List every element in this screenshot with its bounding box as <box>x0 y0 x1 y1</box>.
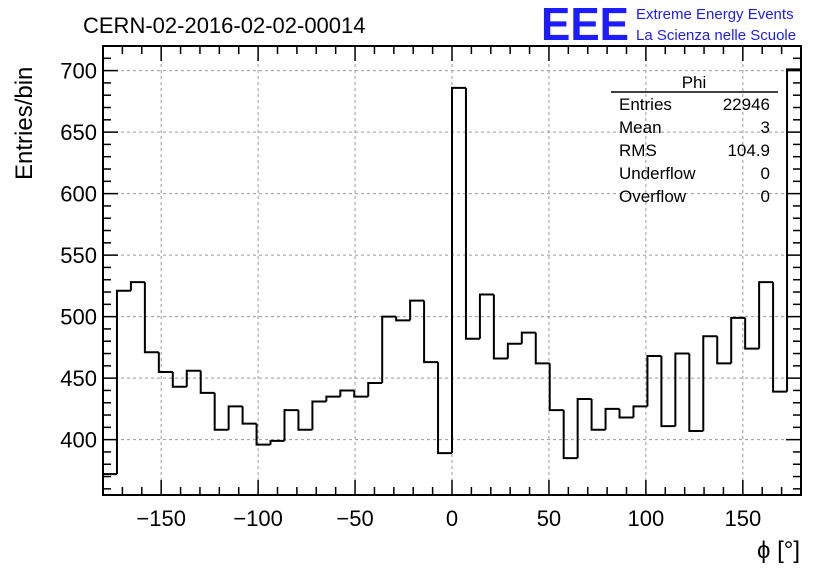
stats-value-mean: 3 <box>761 118 770 137</box>
histogram-bin <box>646 354 662 407</box>
histogram-bin <box>576 398 592 459</box>
histogram-bin <box>716 336 732 365</box>
stats-value-underflow: 0 <box>761 164 770 183</box>
stats-label-overflow: Overflow <box>619 187 687 206</box>
histogram-bin <box>506 342 522 359</box>
histogram-bin <box>339 389 355 397</box>
x-axis-title: ϕ [°] <box>757 537 800 564</box>
stats-label-entries: Entries <box>619 95 672 114</box>
histogram-bin <box>157 352 173 373</box>
histogram-bin <box>618 408 634 419</box>
logo-line-1: Extreme Energy Events <box>636 6 794 23</box>
y-tick-labels: 400 450 500 550 600 650 700 <box>60 59 97 453</box>
histogram-bin <box>772 282 788 393</box>
eee-logo: EEE <box>541 0 629 50</box>
histogram-bin <box>269 439 285 445</box>
y-tick-label: 700 <box>60 59 97 84</box>
x-tick-label: 0 <box>446 506 458 531</box>
axes <box>102 45 802 496</box>
histogram-bin <box>520 331 536 344</box>
histogram-bin <box>562 410 578 460</box>
y-tick-label: 650 <box>60 120 97 145</box>
stats-label-underflow: Underflow <box>619 164 696 183</box>
histogram-bin <box>255 423 271 446</box>
stats-title: Phi <box>682 73 707 92</box>
stats-box: Phi Entries 22946 Mean 3 RMS 104.9 Under… <box>611 73 778 206</box>
histogram-bin <box>367 382 383 397</box>
histogram-bin <box>311 400 327 430</box>
histogram-series <box>103 68 802 495</box>
stats-value-overflow: 0 <box>761 187 770 206</box>
histogram-bin <box>227 405 243 430</box>
stats-value-entries: 22946 <box>723 95 770 114</box>
y-tick-label: 600 <box>60 182 97 207</box>
stats-label-rms: RMS <box>619 141 657 160</box>
histogram-bin <box>451 86 466 454</box>
histogram-bin <box>115 289 131 475</box>
x-tick-label: 100 <box>628 506 665 531</box>
histogram-bin <box>660 355 676 428</box>
histogram-bin <box>492 294 508 360</box>
histogram-bin <box>283 409 299 441</box>
y-tick-label: 550 <box>60 243 97 268</box>
histogram-bin <box>478 293 494 339</box>
x-tick-label: −150 <box>136 506 186 531</box>
histogram-bin <box>325 395 341 402</box>
logo-line-2: La Scienza nelle Scuole <box>636 27 796 44</box>
histogram-bin <box>730 316 746 364</box>
histogram-bin <box>548 363 564 412</box>
histogram-bin <box>534 332 550 365</box>
y-axis-title: Entries/bin <box>11 67 38 180</box>
histogram-bin <box>744 317 760 350</box>
stats-label-mean: Mean <box>619 118 662 137</box>
chart-title: CERN-02-2016-02-02-00014 <box>83 13 366 38</box>
histogram-bin <box>143 282 159 354</box>
x-tick-label: −50 <box>336 506 373 531</box>
histogram-bin <box>213 392 229 431</box>
histogram-bin <box>437 362 452 455</box>
x-tick-label: −100 <box>233 506 283 531</box>
histogram-bin <box>786 68 802 495</box>
histogram-bin <box>590 399 606 431</box>
y-tick-label: 450 <box>60 366 97 391</box>
x-tick-label: 50 <box>537 506 561 531</box>
histogram-bin <box>381 315 397 384</box>
histogram-bin <box>353 390 369 398</box>
histogram-bin <box>185 369 201 387</box>
histogram-bin <box>297 410 313 431</box>
histogram-bin <box>464 87 480 340</box>
histogram-bin <box>674 352 690 427</box>
histogram-bin <box>423 300 439 364</box>
histogram-bin <box>702 335 718 432</box>
histogram-bin <box>395 316 411 322</box>
x-tick-labels: −150 −100 −50 0 50 100 150 <box>136 506 761 531</box>
histogram-bin <box>604 407 620 430</box>
histogram-bin <box>241 406 257 425</box>
histogram-bin <box>632 405 648 418</box>
x-tick-label: 150 <box>724 506 761 531</box>
histogram-bin <box>199 370 215 394</box>
histogram-bin <box>688 353 704 433</box>
y-tick-label: 400 <box>60 428 97 453</box>
stats-value-rms: 104.9 <box>727 141 770 160</box>
y-tick-label: 500 <box>60 305 97 330</box>
histogram-bin <box>409 299 425 321</box>
histogram-bin <box>171 371 187 388</box>
histogram-bin <box>758 281 774 349</box>
histogram-bin <box>129 281 145 291</box>
